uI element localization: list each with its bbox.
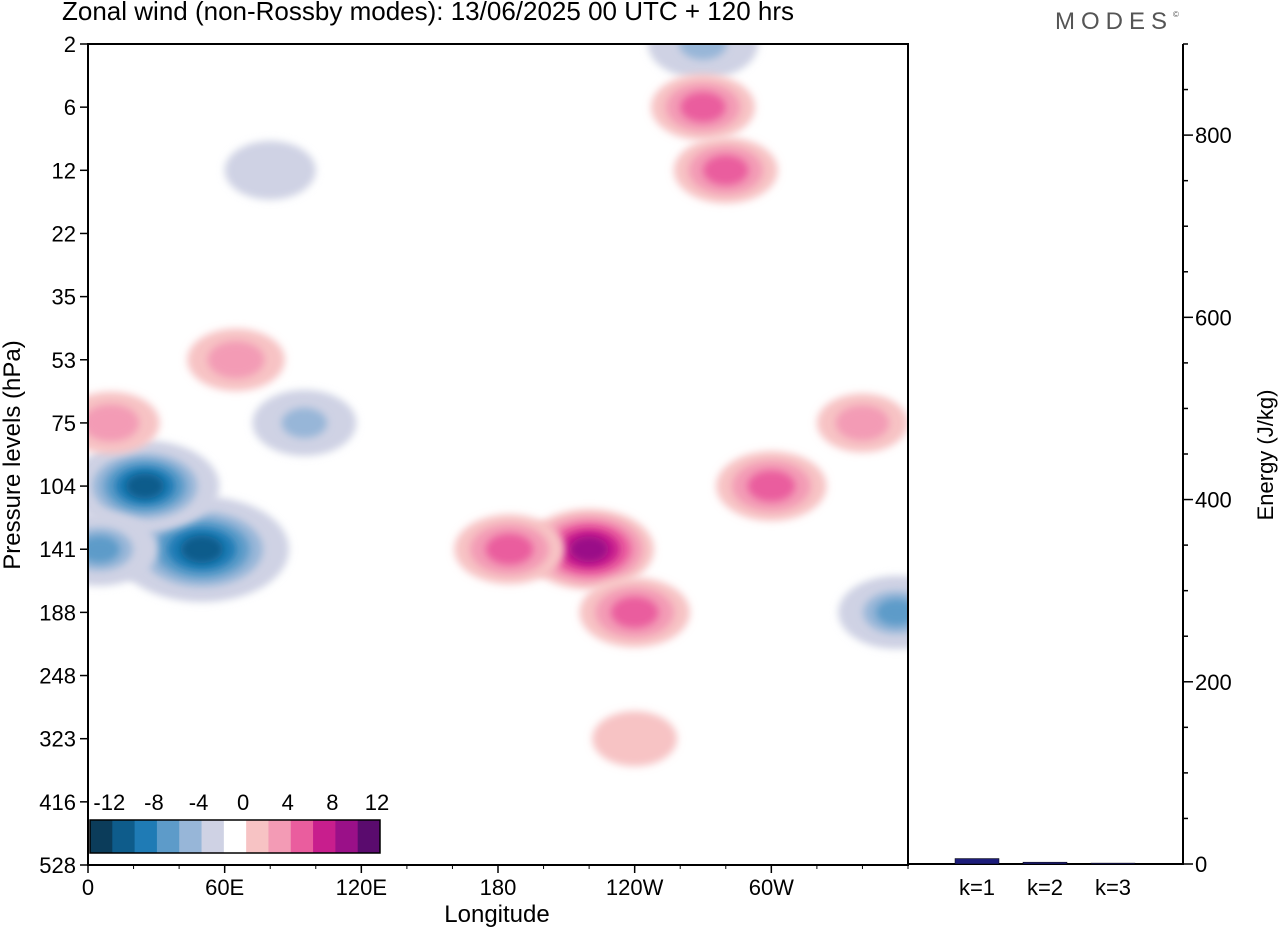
y-tick-label: 416 [39,790,76,815]
bar-category-label: k=2 [1027,875,1063,900]
energy-axis: 0 200 400 600 800 [1183,43,1232,877]
x-tick-label: 120W [606,875,664,900]
colorbar: -12 -8 -4 0 4 8 12 [89,790,389,854]
colorbar-swatch [313,820,336,853]
y-tick-label: 53 [52,348,76,373]
colorbar-label: 4 [282,790,294,815]
colorbar-label: 12 [365,790,389,815]
y-tick-label: 6 [64,95,76,120]
colorbar-swatch [179,820,203,853]
colorbar-frame [89,819,381,854]
contour-blob [243,152,298,189]
contour-blob [125,473,165,499]
contour-blob [592,711,678,767]
bar-category-label: k=3 [1095,875,1131,900]
colorbar-swatch [134,820,158,853]
y-tick-label: 188 [39,600,76,625]
colorbar-swatch [246,820,269,853]
y-tick-label: 323 [39,727,76,752]
colorbar-swatch [268,820,292,853]
contour-blob [703,155,749,186]
contour-blob [747,470,796,502]
contour-blob [835,405,890,441]
colorbar-swatch [223,820,247,853]
energy-tick-label: 0 [1195,852,1207,877]
y-tick-label: 35 [52,285,76,310]
colorbar-label: 8 [326,790,338,815]
chart-title: Zonal wind (non-Rossby modes): 13/06/202… [62,0,794,26]
energy-tick-label: 600 [1195,305,1232,330]
colorbar-label: -8 [144,790,164,815]
contour-blob [281,407,328,438]
heatmap-plot [87,43,909,866]
colorbar-swatch [112,820,136,853]
bar-category-label: k=1 [959,875,995,900]
x-tick-label: 0 [82,875,94,900]
contour-blob [207,341,265,379]
modes-logo: MODES© [1055,8,1179,36]
y-axis: 2 6 12 22 35 53 75 104 141 188 248 323 416 528 [39,32,88,878]
x-tick-label: 120E [336,875,387,900]
y-tick-label: 2 [64,32,76,57]
logo-mark: © [1173,10,1179,19]
y-tick-label: 75 [52,411,76,436]
energy-axis-label: Energy (J/kg) [1253,390,1278,521]
y-tick-label: 22 [52,221,76,246]
contour-blob [680,92,726,123]
energy-bar [954,858,1000,865]
contour-blob [485,533,534,565]
contour-blob [180,535,224,564]
y-tick-label: 104 [39,474,76,499]
x-axis: 0 60E 120E 180 120W 60W [82,865,909,900]
contour-blob [610,596,659,628]
y-tick-label: 528 [39,853,76,878]
logo-text: MODES [1055,8,1174,35]
contour-blob [88,535,120,563]
energy-bar [1090,862,1136,865]
energy-bar [1022,861,1068,865]
energy-tick-label: 400 [1195,488,1232,513]
colorbar-swatch [290,820,314,853]
colorbar-swatch [335,820,359,853]
colorbar-label: 0 [237,790,249,815]
y-tick-label: 141 [39,537,76,562]
contour-blob [679,44,727,60]
x-tick-label: 60E [205,875,244,900]
energy-bars: k=1 k=2 k=3 [954,858,1136,900]
energy-tick-label: 200 [1195,670,1232,695]
colorbar-label: -4 [189,790,209,815]
contour-field [88,44,908,767]
x-tick-label: 60W [749,875,794,900]
contour-blob [876,598,908,627]
energy-tick-label: 800 [1195,123,1232,148]
y-tick-label: 248 [39,664,76,689]
colorbar-swatch [201,820,225,853]
contour-blob [569,536,609,563]
y-tick-label: 12 [52,158,76,183]
energy-bar-panel: k=1 k=2 k=3 0 200 400 600 800 Energy (J/kg) [908,43,1278,900]
colorbar-swatch [357,820,381,853]
contour-blob [88,404,140,442]
x-axis-label: Longitude [444,901,549,928]
colorbar-swatch [90,820,113,853]
colorbar-swatch [156,820,180,853]
x-tick-label: 180 [480,875,517,900]
colorbar-label: -12 [93,790,125,815]
y-axis-label: Pressure levels (hPa) [0,340,26,569]
